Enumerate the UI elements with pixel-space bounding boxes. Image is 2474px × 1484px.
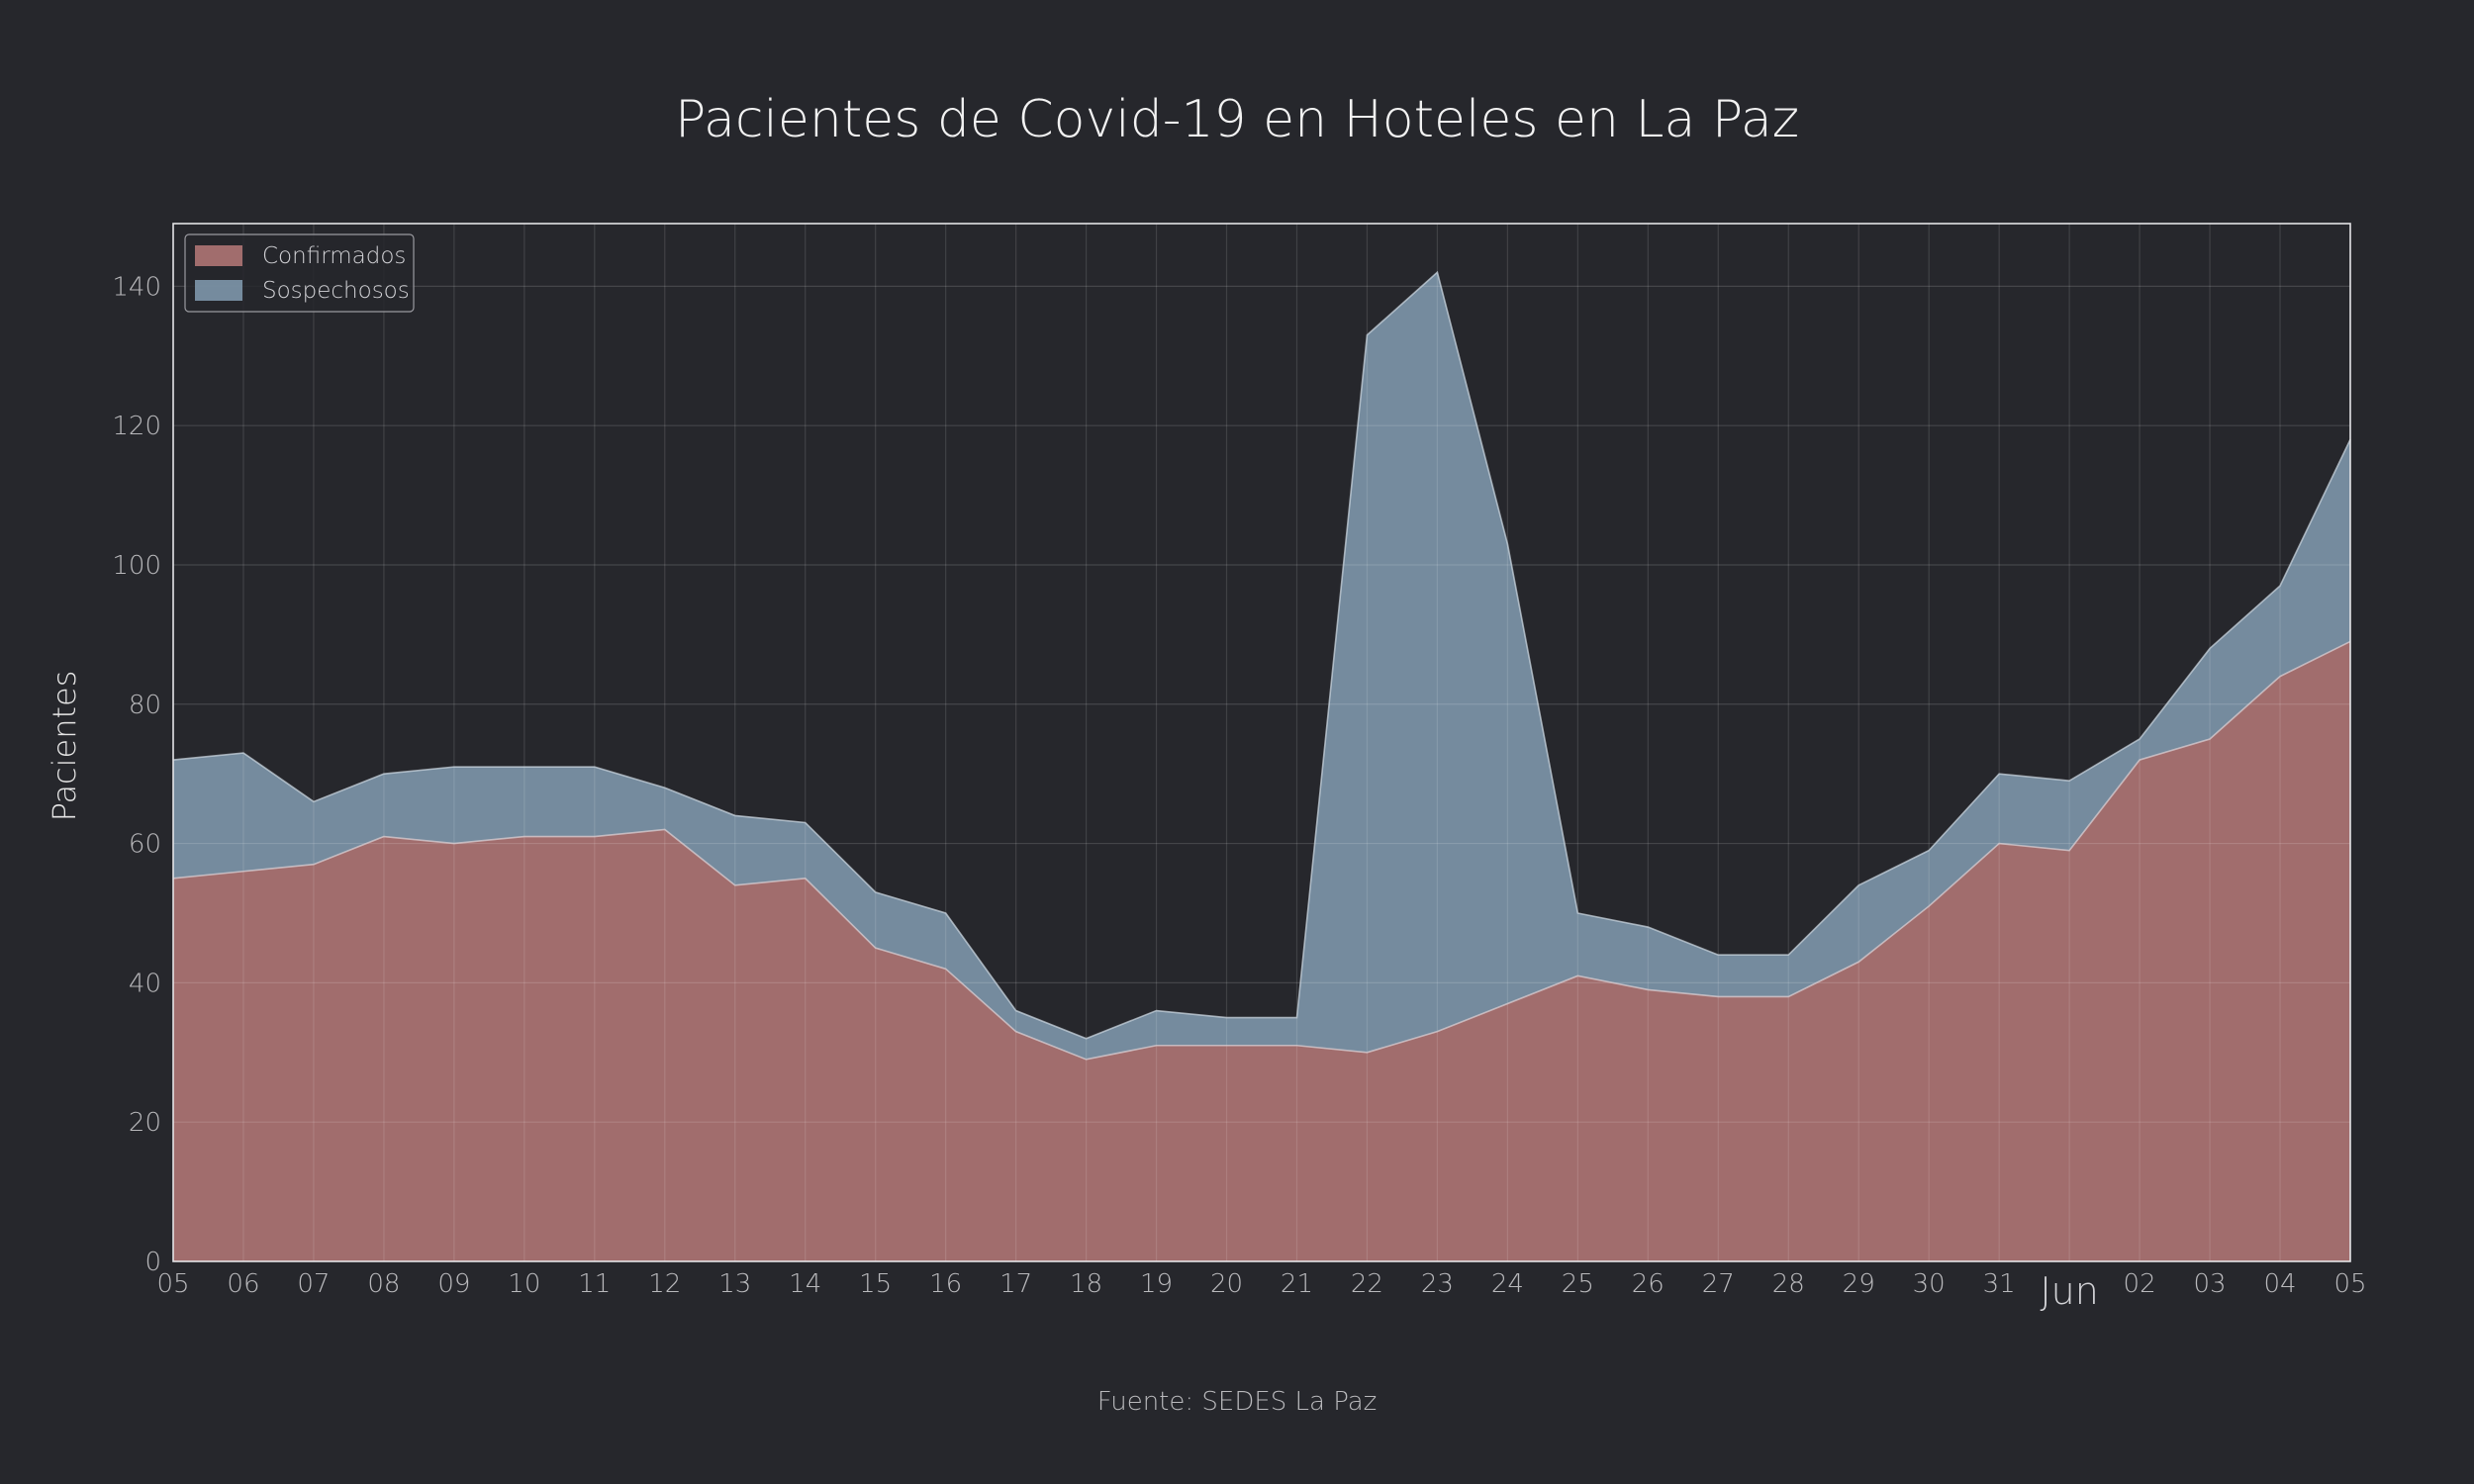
series-line-confirmados bbox=[172, 640, 2351, 1061]
x-tick-label: 09 bbox=[437, 1269, 470, 1299]
y-axis-label: Pacientes bbox=[46, 671, 83, 822]
x-tick-label: 22 bbox=[1351, 1269, 1383, 1299]
y-tick-label: 20 bbox=[129, 1108, 161, 1138]
plot-frame bbox=[172, 223, 2351, 1262]
x-tick-label: 29 bbox=[1843, 1269, 1875, 1299]
x-tick-label: 06 bbox=[227, 1269, 259, 1299]
x-tick-label: 31 bbox=[1983, 1269, 2016, 1299]
legend-label-confirmados: Confirmados bbox=[262, 243, 406, 269]
x-tick-label: 11 bbox=[578, 1269, 611, 1299]
x-tick-label: 14 bbox=[789, 1269, 821, 1299]
y-tick-label: 100 bbox=[112, 551, 161, 581]
x-tick-label: 18 bbox=[1070, 1269, 1102, 1299]
x-tick-label: 05 bbox=[156, 1269, 189, 1299]
legend: Confirmados Sospechosos bbox=[184, 233, 415, 313]
series-area-sospechosos bbox=[173, 272, 2350, 1060]
y-tick-label: 0 bbox=[144, 1248, 161, 1277]
source-note: Fuente: SEDES La Paz bbox=[1097, 1387, 1378, 1417]
x-tick-label: 12 bbox=[648, 1269, 681, 1299]
x-tick-label: 04 bbox=[2263, 1269, 2296, 1299]
x-tick-label: 27 bbox=[1702, 1269, 1735, 1299]
x-tick-label: 07 bbox=[297, 1269, 330, 1299]
x-tick-label: 25 bbox=[1562, 1269, 1594, 1299]
x-tick-label: 02 bbox=[2124, 1269, 2156, 1299]
x-tick-label: 05 bbox=[2333, 1269, 2366, 1299]
y-tick-label: 60 bbox=[129, 830, 161, 860]
x-tick-label: 26 bbox=[1632, 1269, 1665, 1299]
x-tick-label: Jun bbox=[2040, 1269, 2098, 1313]
legend-swatch-confirmados bbox=[195, 245, 242, 266]
y-tick-label: 120 bbox=[112, 412, 161, 441]
series-line-sospechosos bbox=[172, 270, 2351, 1040]
y-tick-label: 80 bbox=[129, 691, 161, 720]
x-tick-label: 23 bbox=[1421, 1269, 1454, 1299]
y-tick-label: 140 bbox=[112, 272, 161, 302]
x-tick-label: 20 bbox=[1210, 1269, 1243, 1299]
legend-label-sospechosos: Sospechosos bbox=[262, 278, 410, 304]
x-tick-label: 19 bbox=[1140, 1269, 1173, 1299]
series-area-confirmados bbox=[173, 641, 2350, 1261]
x-tick-label: 21 bbox=[1281, 1269, 1313, 1299]
x-tick-label: 16 bbox=[929, 1269, 962, 1299]
legend-swatch-sospechosos bbox=[195, 280, 242, 301]
x-tick-label: 17 bbox=[999, 1269, 1032, 1299]
x-tick-label: 28 bbox=[1772, 1269, 1805, 1299]
chart-title: Pacientes de Covid-19 en Hoteles en La P… bbox=[675, 90, 1799, 149]
x-tick-label: 13 bbox=[718, 1269, 751, 1299]
y-tick-label: 40 bbox=[129, 969, 161, 998]
x-tick-label: 10 bbox=[508, 1269, 540, 1299]
x-tick-label: 08 bbox=[367, 1269, 400, 1299]
x-tick-label: 03 bbox=[2194, 1269, 2227, 1299]
x-tick-label: 30 bbox=[1913, 1269, 1946, 1299]
x-tick-label: 15 bbox=[859, 1269, 892, 1299]
x-tick-label: 24 bbox=[1491, 1269, 1524, 1299]
